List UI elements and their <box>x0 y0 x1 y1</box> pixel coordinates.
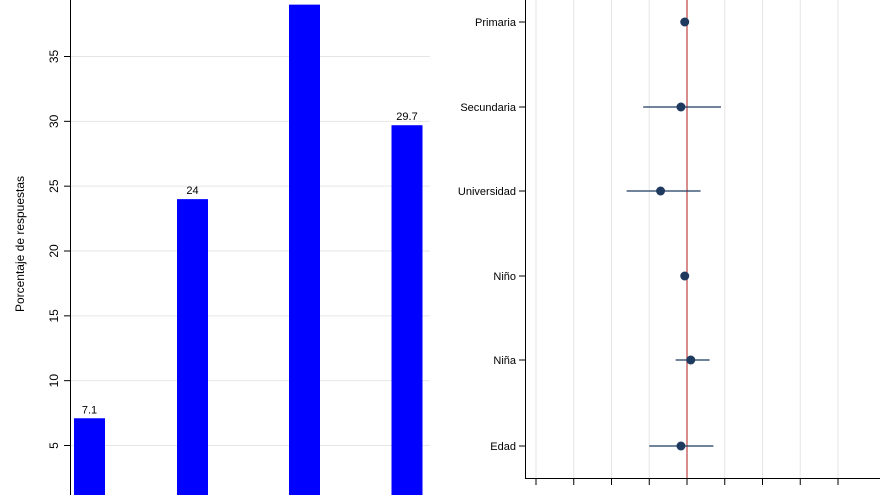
bar-tick-label: 20 <box>47 244 61 258</box>
bar <box>391 125 423 496</box>
coefficient-point <box>676 102 686 112</box>
coef-category-label: Niña <box>493 355 517 367</box>
coefficient-point <box>680 271 690 281</box>
bars <box>74 4 423 496</box>
coef-category-labels: Primaria Secundaria Universidad Niño Niña Eda… <box>458 17 517 453</box>
coefficient-plot-panel: Primaria Secundaria Universidad Niño Niña Eda… <box>458 0 880 485</box>
coef-category-label: Primaria <box>475 17 517 29</box>
bar-chart-panel: 5 10 15 20 25 30 35 7.1 24 29.7 Porcentaje de re… <box>13 0 430 496</box>
coefficient-points <box>656 17 696 451</box>
coef-category-label: Edad <box>490 441 516 453</box>
bar-tick-label: 10 <box>47 374 61 388</box>
bar-data-label: 24 <box>186 185 198 197</box>
coefficient-point <box>686 355 696 365</box>
bar-data-label: 7.1 <box>82 404 97 416</box>
coef-x-ticks <box>535 478 839 485</box>
coefficient-point <box>680 17 690 27</box>
bar-y-ticks: 5 10 15 20 25 30 35 <box>47 50 71 449</box>
bar <box>74 418 105 495</box>
bar-gridlines <box>71 56 430 446</box>
bar-tick-label: 15 <box>47 309 61 323</box>
y-axis-label: Porcentaje de respuestas <box>13 176 27 312</box>
bar-data-labels: 7.1 24 29.7 <box>82 111 418 416</box>
coef-category-label: Universidad <box>458 186 516 198</box>
coefficient-point <box>676 441 686 451</box>
bar-tick-label: 5 <box>47 442 61 449</box>
coef-category-label: Secundaria <box>460 102 517 114</box>
coefficient-point <box>656 186 666 196</box>
coef-category-label: Niño <box>493 271 516 283</box>
coef-gridlines <box>535 0 839 478</box>
bar-tick-label: 35 <box>47 50 61 64</box>
coef-y-ticks <box>519 21 526 447</box>
bar <box>177 199 208 495</box>
bar <box>289 4 320 496</box>
bar-tick-label: 25 <box>47 179 61 193</box>
bar-tick-label: 30 <box>47 114 61 128</box>
bar-data-label: 29.7 <box>396 111 417 123</box>
